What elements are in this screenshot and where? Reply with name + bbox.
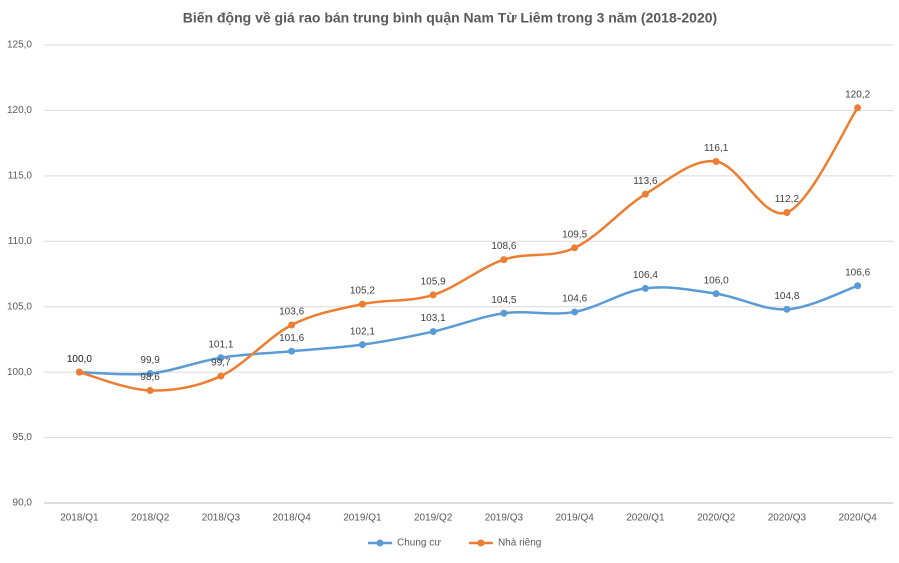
legend-label: Nhà riêng: [498, 538, 541, 549]
legend-marker: [477, 539, 485, 547]
data-label: 101,1: [208, 339, 233, 350]
x-tick-label: 2020/Q4: [838, 513, 877, 524]
data-label: 105,9: [421, 277, 446, 288]
x-tick-label: 2019/Q2: [414, 513, 453, 524]
data-label: 120,2: [845, 89, 870, 100]
data-label: 112,2: [775, 194, 800, 205]
data-point: [217, 354, 225, 362]
y-tick-label: 110,0: [8, 236, 33, 247]
line-series: [79, 284, 859, 376]
data-point: [854, 104, 862, 112]
data-point: [429, 328, 437, 336]
data-point: [854, 282, 862, 290]
y-tick-label: 100,0: [7, 367, 32, 378]
data-label: 99,9: [140, 355, 160, 366]
data-label: 101,6: [279, 333, 304, 344]
data-point: [146, 386, 154, 394]
y-tick-label: 90,0: [13, 498, 33, 509]
data-point: [429, 291, 437, 299]
x-tick-label: 2018/Q4: [272, 513, 311, 524]
x-tick-label: 2018/Q1: [60, 513, 99, 524]
data-label: 103,6: [279, 307, 304, 318]
data-label: 100,0: [67, 354, 92, 365]
x-tick-label: 2019/Q3: [485, 513, 524, 524]
data-point: [75, 368, 83, 376]
data-point: [712, 290, 720, 298]
data-label: 98,6: [140, 372, 160, 383]
data-point: [146, 369, 154, 377]
data-point: [571, 308, 579, 316]
data-label: 102,1: [350, 326, 375, 337]
y-tick-label: 105,0: [7, 301, 32, 312]
data-label: 104,8: [774, 291, 799, 302]
data-point: [358, 341, 366, 349]
chart-title: Biến động về giá rao bán trung bình quận…: [183, 10, 717, 26]
x-tick-label: 2020/Q2: [697, 513, 736, 524]
data-label: 104,6: [562, 294, 587, 305]
x-tick-label: 2019/Q4: [555, 513, 594, 524]
data-point: [500, 256, 508, 264]
data-label: 116,1: [704, 143, 729, 154]
y-tick-label: 120,0: [7, 105, 32, 116]
data-label: 108,6: [491, 241, 516, 252]
x-tick-label: 2019/Q1: [343, 513, 382, 524]
data-point: [358, 300, 366, 308]
data-point: [641, 284, 649, 292]
x-tick-label: 2018/Q3: [202, 513, 241, 524]
data-point: [712, 157, 720, 165]
data-label: 103,1: [421, 313, 446, 324]
legend-label: Chung cư: [397, 538, 441, 549]
data-point: [783, 208, 791, 216]
data-label: 113,6: [633, 176, 658, 187]
data-label: 106,4: [633, 270, 658, 281]
data-label: 99,7: [211, 358, 231, 369]
data-point: [500, 309, 508, 317]
data-label: 109,5: [562, 229, 587, 240]
data-label: 100,0: [67, 354, 92, 365]
data-point: [288, 321, 296, 329]
legend-marker: [376, 539, 384, 547]
data-label: 104,5: [491, 295, 516, 306]
data-label: 106,6: [845, 267, 870, 278]
data-point: [783, 305, 791, 313]
x-tick-label: 2018/Q2: [131, 513, 170, 524]
y-tick-label: 115,0: [8, 170, 33, 181]
data-label: 105,2: [350, 286, 375, 297]
data-point: [217, 372, 225, 380]
data-point: [571, 244, 579, 252]
y-tick-label: 125,0: [7, 40, 32, 51]
x-tick-label: 2020/Q3: [768, 513, 807, 524]
data-point: [641, 190, 649, 198]
data-label: 106,0: [704, 275, 729, 286]
data-point: [288, 347, 296, 355]
y-tick-label: 95,0: [13, 432, 33, 443]
x-tick-label: 2020/Q1: [626, 513, 665, 524]
